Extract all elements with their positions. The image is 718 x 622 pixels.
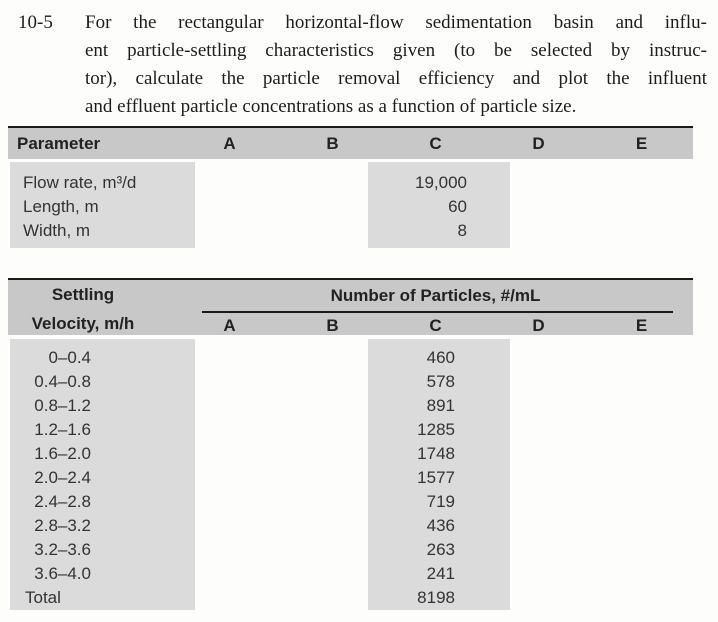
row-header-line2: Velocity, m/h <box>31 314 135 333</box>
parameter-label: Width, m <box>23 221 91 240</box>
parameter-value: 19,000 <box>415 173 467 192</box>
problem-number: 10-5 <box>18 12 53 33</box>
particle-count: 241 <box>426 564 455 583</box>
group-header-rule <box>202 311 673 313</box>
problem-line: ent particle-settling characteristics gi… <box>85 40 707 61</box>
column-header-e: E <box>635 316 648 335</box>
column-header-c: C <box>429 133 442 153</box>
column-header-d: D <box>532 316 545 335</box>
parameter-values-column-c: 19,000 60 8 <box>368 162 510 248</box>
parameter-labels-column: Flow rate, m³/d Length, m Width, m <box>10 162 195 248</box>
particles-table-body: 0–0.4 0.4–0.8 0.8–1.2 1.2–1.6 1.6–2.0 2.… <box>8 339 693 610</box>
velocity-range: 3.2–3.6 <box>34 540 91 559</box>
problem-line: and effluent particle concentrations as … <box>85 96 577 117</box>
particle-count: 1285 <box>417 420 455 439</box>
particle-count: 578 <box>426 372 455 391</box>
velocity-range: 1.2–1.6 <box>34 420 91 439</box>
particle-count: 1748 <box>417 444 455 463</box>
column-header-b: B <box>326 316 339 335</box>
row-header-line1: Settling <box>51 285 115 304</box>
particle-count: 263 <box>426 540 455 559</box>
problem-line: For the rectangular horizontal-flow sedi… <box>85 12 707 33</box>
problem-statement: For the rectangular horizontal-flow sedi… <box>85 9 707 121</box>
particles-table: Settling Velocity, m/h Number of Particl… <box>8 278 693 610</box>
velocity-range: 2.4–2.8 <box>34 492 91 511</box>
column-header-b: B <box>326 133 339 153</box>
particle-count: 719 <box>426 492 455 511</box>
parameters-table: Parameter A B C D E Flow rate, m³/d Leng… <box>8 126 693 248</box>
parameters-table-body: Flow rate, m³/d Length, m Width, m 19,00… <box>8 162 693 248</box>
particle-count: 460 <box>426 348 455 367</box>
particle-count: 1577 <box>417 468 455 487</box>
group-header-title: Number of Particles, #/mL <box>330 286 541 305</box>
parameter-label: Length, m <box>23 197 99 216</box>
parameter-header-label: Parameter <box>17 133 101 153</box>
column-header-a: A <box>223 316 236 335</box>
settling-velocity-column: 0–0.4 0.4–0.8 0.8–1.2 1.2–1.6 1.6–2.0 2.… <box>10 339 195 610</box>
velocity-range: 1.6–2.0 <box>34 444 91 463</box>
particle-count: 891 <box>426 396 455 415</box>
column-header-c: C <box>429 316 442 335</box>
velocity-range: 3.6–4.0 <box>34 564 91 583</box>
parameters-table-header: Parameter A B C D E <box>8 126 693 159</box>
parameter-label: Flow rate, m³/d <box>23 173 137 192</box>
column-header-d: D <box>532 133 545 153</box>
velocity-range: 0.4–0.8 <box>34 372 91 391</box>
velocity-range: 2.8–3.2 <box>34 516 91 535</box>
particle-count: 436 <box>426 516 455 535</box>
particles-column-letters: A B C D E <box>178 315 693 337</box>
parameter-value: 8 <box>457 221 467 240</box>
problem-line: tor), calculate the particle removal eff… <box>85 68 707 89</box>
column-header-e: E <box>635 133 648 153</box>
particle-counts-column-c: 460 578 891 1285 1748 1577 719 436 263 2… <box>368 339 510 610</box>
parameter-value: 60 <box>448 197 467 216</box>
particles-group-header: Number of Particles, #/mL A B C D E <box>178 280 693 337</box>
total-count: 8198 <box>417 588 455 607</box>
velocity-range: 2.0–2.4 <box>34 468 91 487</box>
velocity-range: 0–0.4 <box>48 348 91 367</box>
column-header-a: A <box>223 133 236 153</box>
velocity-range: 0.8–1.2 <box>34 396 91 415</box>
total-label: Total <box>25 588 61 607</box>
particles-table-header: Settling Velocity, m/h Number of Particl… <box>8 278 693 335</box>
